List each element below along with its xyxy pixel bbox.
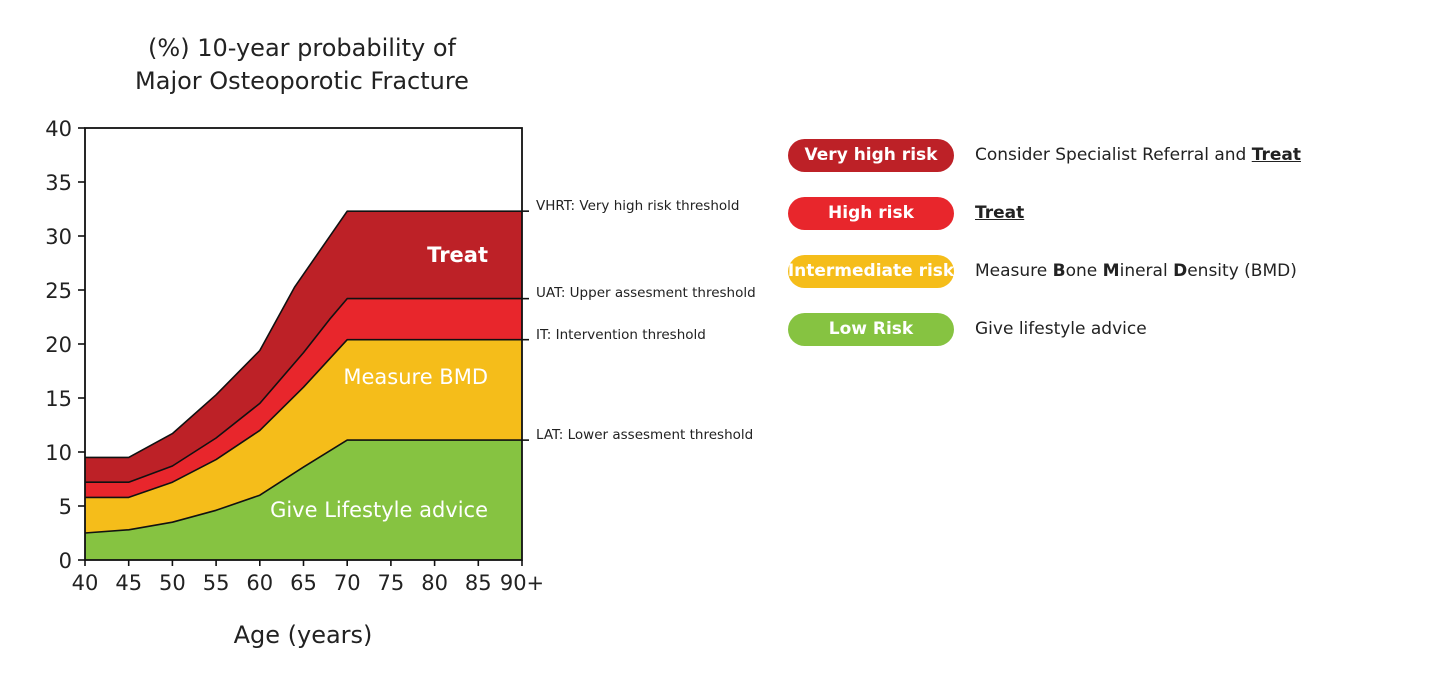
y-tick-label: 35 xyxy=(45,171,72,195)
legend-description-part: Measure xyxy=(975,261,1053,281)
threshold-label-it: IT: Intervention threshold xyxy=(536,327,706,343)
threshold-label-vhrt: VHRT: Very high risk threshold xyxy=(536,198,739,214)
x-tick-label: 40 xyxy=(72,571,99,595)
threshold-line-uat xyxy=(85,297,522,484)
y-tick-label: 10 xyxy=(45,441,72,465)
threshold-label-lat: LAT: Lower assesment threshold xyxy=(536,427,753,443)
y-tick-label: 30 xyxy=(45,225,72,249)
legend-description-part: ineral xyxy=(1119,261,1174,281)
x-tick-label: 75 xyxy=(378,571,405,595)
y-tick-label: 40 xyxy=(45,117,72,141)
x-tick-label: 90+ xyxy=(500,571,544,595)
threshold-line-it xyxy=(85,338,522,499)
y-tick-label: 20 xyxy=(45,333,72,357)
legend-description-part: Treat xyxy=(975,203,1025,223)
legend-description-part: M xyxy=(1102,261,1120,281)
legend-pill: High risk xyxy=(788,196,954,230)
region-intermediate xyxy=(85,339,522,533)
x-axis-label: Age (years) xyxy=(234,621,373,649)
y-tick-label: 15 xyxy=(45,387,72,411)
legend-description-part: D xyxy=(1173,261,1188,281)
legend-description-part: B xyxy=(1052,261,1066,281)
region-label-low: Give Lifestyle advice xyxy=(270,498,488,522)
x-tick-label: 45 xyxy=(115,571,142,595)
region-label-high: Treat xyxy=(427,243,488,267)
region-label-intermediate: Measure BMD xyxy=(343,365,488,389)
x-tick-label: 60 xyxy=(246,571,273,595)
legend-pill: Very high risk xyxy=(788,138,954,172)
region-label-bold: Treat xyxy=(427,157,488,181)
legend-description-part: Give lifestyle advice xyxy=(975,319,1147,339)
legend-row: Very high risk Consider Specialist Referr… xyxy=(788,138,1301,172)
x-tick-label: 70 xyxy=(334,571,361,595)
y-tick-label: 25 xyxy=(45,279,72,303)
legend-pill: Intermediate risk xyxy=(788,254,954,288)
region-high xyxy=(85,298,522,498)
x-tick-label: 55 xyxy=(203,571,230,595)
y-tick-label: 0 xyxy=(59,549,72,573)
legend-description-part: Consider Specialist Referral and xyxy=(975,145,1252,165)
x-tick-label: 50 xyxy=(159,571,186,595)
x-tick-label: 85 xyxy=(465,571,492,595)
legend-pill: Low Risk xyxy=(788,312,954,346)
legend-description: Give lifestyle advice xyxy=(975,319,1147,339)
legend-description: Treat xyxy=(975,203,1024,223)
threshold-line-lat xyxy=(84,439,522,534)
y-tick-label: 5 xyxy=(59,495,72,519)
region-low xyxy=(85,440,522,560)
region-label-text: Consider Specialist Referral and xyxy=(85,157,427,181)
threshold-line-vhrt xyxy=(85,210,522,459)
x-tick-label: 80 xyxy=(421,571,448,595)
legend-row: Low Risk Give lifestyle advice xyxy=(788,312,1301,346)
legend-description: Consider Specialist Referral and Treat xyxy=(975,145,1301,165)
region-label-text: Measure BMD xyxy=(343,365,488,389)
legend-description-part: Treat xyxy=(1251,145,1301,165)
region-label-veryhigh: Consider Specialist Referral and Treat xyxy=(85,157,488,181)
chart-title-line1: (%) 10-year probability of xyxy=(148,34,456,62)
x-tick-label: 65 xyxy=(290,571,317,595)
legend-row: High risk Treat xyxy=(788,196,1301,230)
legend-description-part: one xyxy=(1065,261,1103,281)
chart-title-line2: Major Osteoporotic Fracture xyxy=(135,67,469,95)
legend-description: Measure Bone Mineral Density (BMD) xyxy=(975,261,1297,281)
region-label-bold: Treat xyxy=(427,243,488,267)
threshold-label-uat: UAT: Upper assesment threshold xyxy=(536,285,756,301)
legend-row: Intermediate risk Measure Bone Mineral De… xyxy=(788,254,1301,288)
risk-legend: Very high risk Consider Specialist Referr… xyxy=(788,138,1301,370)
legend-description-part: ensity (BMD) xyxy=(1187,261,1297,281)
region-label-text: Give Lifestyle advice xyxy=(270,498,488,522)
